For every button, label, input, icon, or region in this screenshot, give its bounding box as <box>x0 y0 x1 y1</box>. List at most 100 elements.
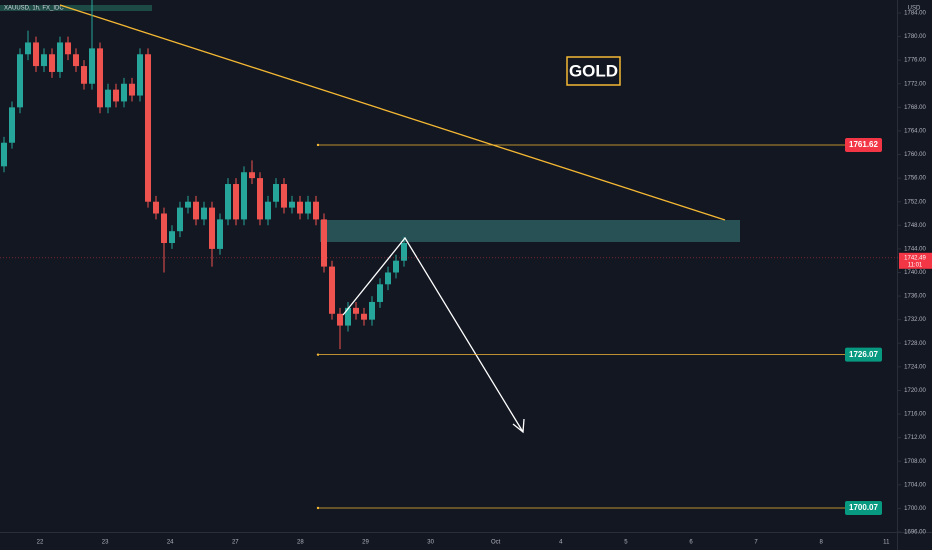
candle-body <box>385 272 391 285</box>
y-tick-label: 1744.00 <box>904 246 926 252</box>
x-tick-label: 11 <box>883 540 890 546</box>
countdown-label: 11:01 <box>908 262 923 268</box>
candle-body <box>329 266 335 314</box>
y-tick-label: 1784.00 <box>904 11 926 17</box>
candle-body <box>393 260 399 273</box>
x-tick-label: 29 <box>362 540 369 546</box>
candle-body <box>17 54 23 108</box>
candle-body <box>121 83 127 102</box>
y-tick-label: 1724.00 <box>904 364 926 370</box>
candle-body <box>145 54 151 202</box>
candle-body <box>249 172 255 179</box>
candle-body <box>73 54 79 67</box>
candle-body <box>305 201 311 214</box>
candle-body <box>193 201 199 220</box>
candle-body <box>241 172 247 220</box>
projection-arrow <box>342 236 524 433</box>
y-tick-label: 1780.00 <box>904 34 926 40</box>
y-tick-label: 1740.00 <box>904 270 926 276</box>
y-tick-label: 1752.00 <box>904 199 926 205</box>
candle-body <box>209 207 215 249</box>
candle-body <box>89 48 95 84</box>
candle-body <box>337 313 343 326</box>
candle-body <box>217 219 223 249</box>
candle-body <box>25 42 31 55</box>
candle-body <box>233 184 239 220</box>
y-tick-label: 1768.00 <box>904 105 926 111</box>
candle-body <box>289 201 295 208</box>
x-tick-label: 6 <box>689 540 693 546</box>
candle-body <box>281 184 287 208</box>
candle-body <box>257 178 263 220</box>
candle-body <box>401 242 407 261</box>
x-tick-label: 22 <box>37 540 44 546</box>
candle-body <box>129 83 135 96</box>
y-tick-label: 1776.00 <box>904 58 926 64</box>
candle-body <box>81 66 87 84</box>
x-tick-label: 27 <box>232 540 239 546</box>
trend-line <box>59 4 726 221</box>
candle-body <box>33 42 39 67</box>
level-label-box <box>845 500 882 515</box>
symbol-title: XAUUSD, 1h, FX_IDC <box>4 6 64 12</box>
supply-zone <box>320 220 740 242</box>
candle-body <box>137 54 143 96</box>
y-tick-label: 1716.00 <box>904 412 926 418</box>
level-label-box <box>845 137 882 152</box>
level-anchor <box>316 143 320 147</box>
x-tick-label: Oct <box>491 540 501 546</box>
x-tick-label: 5 <box>624 540 628 546</box>
arrow-head <box>512 418 525 434</box>
candle-body <box>345 307 351 326</box>
candle-body <box>185 201 191 208</box>
y-tick-label: 1756.00 <box>904 176 926 182</box>
y-tick-label: 1700.00 <box>904 506 926 512</box>
x-tick-label: 4 <box>559 540 563 546</box>
symbol-bar <box>0 5 152 11</box>
last-price-label: 1742.49 <box>904 255 926 261</box>
level-anchor <box>316 353 320 356</box>
y-tick-label: 1712.00 <box>904 435 926 441</box>
y-tick-label: 1772.00 <box>904 81 926 87</box>
y-tick-label: 1760.00 <box>904 152 926 158</box>
candle-body <box>273 184 279 202</box>
y-tick-label: 1708.00 <box>904 459 926 465</box>
candle-body <box>153 201 159 214</box>
candle-body <box>113 89 119 102</box>
annotation: GOLD <box>569 61 618 80</box>
candle-body <box>97 48 103 108</box>
x-tick-label: 28 <box>297 540 304 546</box>
x-tick-label: 30 <box>427 540 434 546</box>
level-anchor <box>316 506 320 510</box>
candle-body <box>369 301 375 320</box>
level-label: 1700.07 <box>849 503 878 512</box>
x-tick-label: 23 <box>102 540 109 546</box>
candle-body <box>169 231 175 243</box>
x-tick-label: 7 <box>754 540 758 546</box>
y-tick-label: 1728.00 <box>904 341 926 347</box>
level-label: 1726.07 <box>849 350 878 359</box>
candle-body <box>361 313 367 320</box>
x-tick-label: 8 <box>820 540 824 546</box>
candle-body <box>9 107 15 143</box>
candle-body <box>313 201 319 220</box>
candle-body <box>1 142 7 167</box>
candle-body <box>57 42 63 72</box>
candle-body <box>41 54 47 67</box>
last-price-box <box>899 252 932 269</box>
candle-body <box>353 307 359 314</box>
candle-body <box>177 207 183 232</box>
candle-body <box>225 184 231 220</box>
y-tick-label: 1732.00 <box>904 317 926 323</box>
y-tick-label: 1764.00 <box>904 129 926 135</box>
y-tick-label: 1736.00 <box>904 294 926 300</box>
currency: USD <box>908 6 921 12</box>
candle-body <box>297 201 303 214</box>
candle-body <box>377 284 383 302</box>
candle-body <box>49 54 55 72</box>
y-tick-label: 1696.00 <box>904 530 926 536</box>
candle-body <box>265 201 271 220</box>
